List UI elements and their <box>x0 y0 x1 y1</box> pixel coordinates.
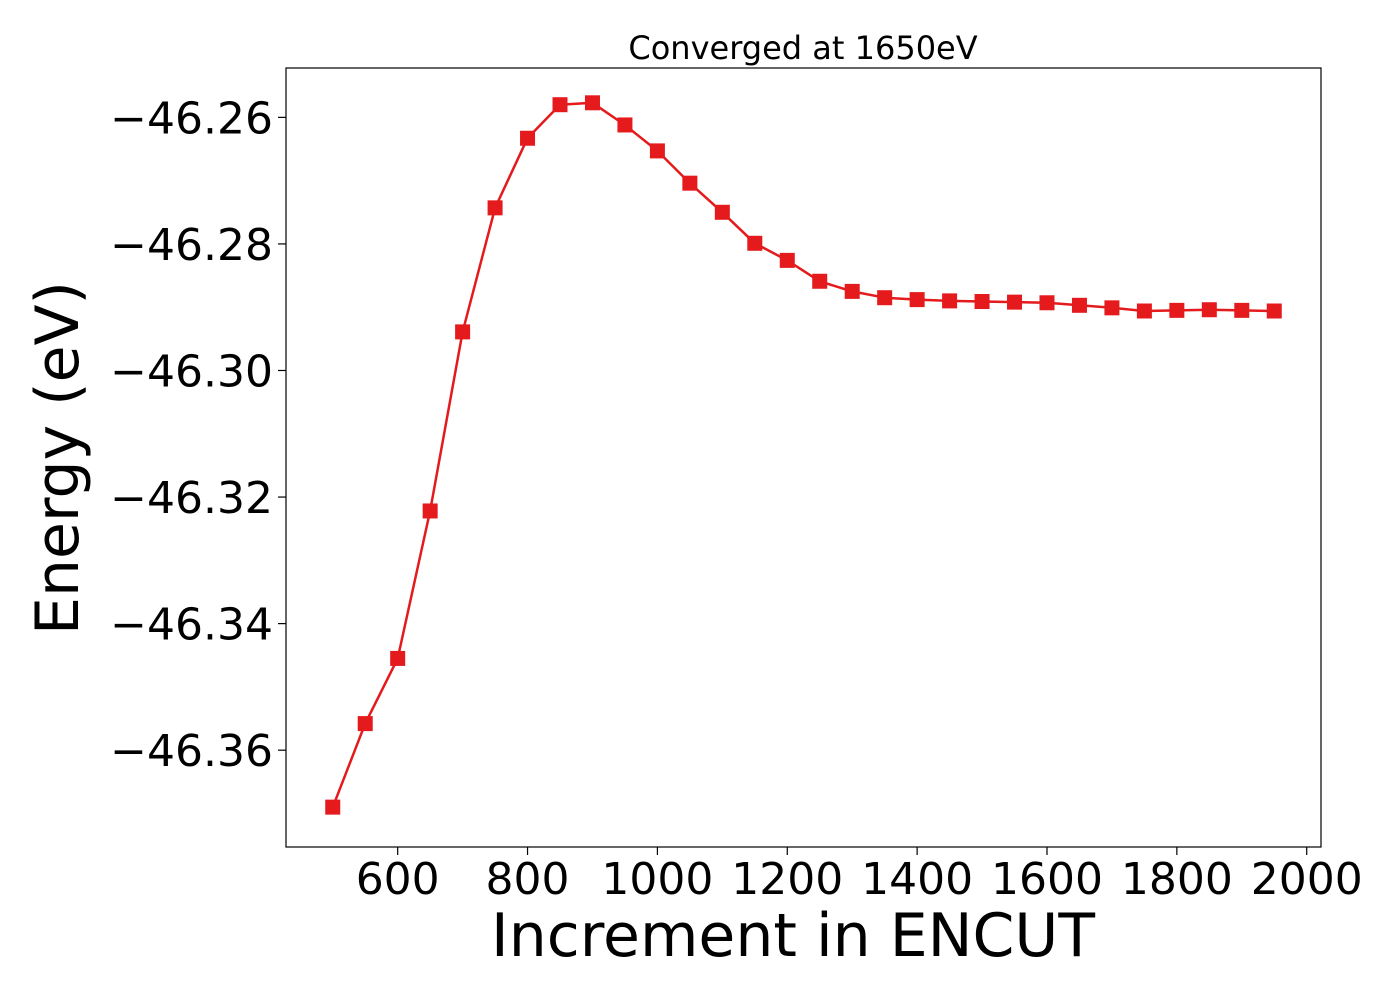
data-point <box>747 235 763 251</box>
chart-title: Converged at 1650eV <box>628 29 977 67</box>
data-point <box>909 292 925 308</box>
data-point <box>974 294 990 310</box>
data-point <box>1234 302 1250 318</box>
plot-area: 600 800 1000 1200 1400 1600 1800 2000 −46.26−46… <box>110 67 1363 905</box>
y-tick-label: −46.26 <box>110 93 273 144</box>
data-point <box>844 283 860 299</box>
plot-frame <box>285 67 1322 848</box>
y-tick-label: −46.28 <box>110 220 273 271</box>
y-tick-label: −46.32 <box>110 473 273 524</box>
x-tick-label: 800 <box>486 854 570 905</box>
y-tick-label: −46.34 <box>110 600 273 651</box>
data-point <box>877 290 893 306</box>
y-tick-label: −46.30 <box>110 346 273 397</box>
data-point <box>649 143 665 159</box>
data-point <box>1136 303 1152 319</box>
data-point <box>812 273 828 289</box>
data-point <box>1071 297 1087 313</box>
data-point <box>617 117 633 133</box>
data-point <box>682 175 698 191</box>
data-point <box>455 324 471 340</box>
data-point <box>584 95 600 111</box>
x-tick-label: 2000 <box>1251 854 1363 905</box>
x-tick-label: 600 <box>356 854 440 905</box>
data-point <box>520 130 536 146</box>
y-tick-label: −46.36 <box>110 726 273 777</box>
data-point <box>1201 302 1217 318</box>
data-point <box>714 204 730 220</box>
x-tick-label: 1200 <box>731 854 843 905</box>
y-axis: −46.26 −46.28 −46.30 −46.32 −46.34 −46.36 <box>110 93 286 777</box>
x-axis: 600 800 1000 1200 1400 1600 1800 2000 <box>356 847 1363 905</box>
x-tick-label: 1400 <box>861 854 973 905</box>
x-tick-label: 1600 <box>991 854 1103 905</box>
data-point <box>487 200 503 216</box>
data-point <box>357 716 373 732</box>
data-point <box>1266 303 1282 319</box>
data-point <box>1104 300 1120 316</box>
data-point <box>390 650 406 666</box>
data-point <box>1007 294 1023 310</box>
x-axis-label: Increment in ENCUT <box>491 901 1095 971</box>
x-tick-label: 1000 <box>601 854 713 905</box>
data-point <box>942 293 958 309</box>
data-point <box>779 252 795 268</box>
data-point <box>422 503 438 519</box>
data-point <box>325 799 341 815</box>
x-tick-label: 1800 <box>1121 854 1233 905</box>
data-point <box>552 97 568 113</box>
data-point <box>1169 302 1185 318</box>
series-group <box>325 95 1282 815</box>
data-point <box>1039 295 1055 311</box>
y-axis-label: Energy (eV) <box>23 281 93 635</box>
